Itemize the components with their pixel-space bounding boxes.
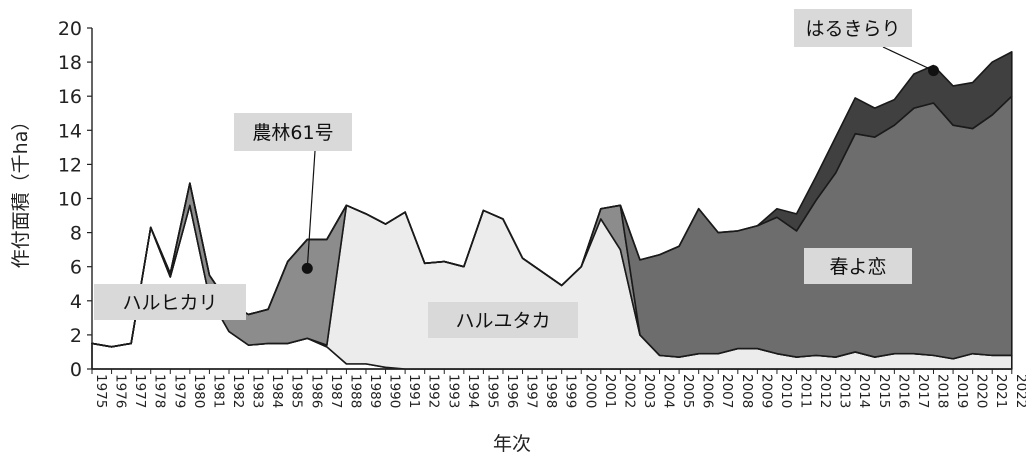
x-tick-label: 2006 [700,374,716,408]
label-haruyutaka: ハルユタカ [455,310,550,332]
y-tick-label: 14 [58,120,82,142]
x-tick-label: 2020 [974,374,990,408]
x-tick-label: 1990 [387,374,403,408]
y-tick-label: 4 [70,291,82,313]
x-tick-label: 1992 [426,374,442,408]
x-tick-label: 2005 [680,374,696,408]
x-tick-label: 1981 [210,374,226,408]
label-harukirari: はるきらり [805,18,900,40]
x-tick-label: 2011 [798,374,814,408]
x-tick-label: 1982 [230,374,246,408]
label-norin61-box [234,113,352,151]
x-tick-label: 1984 [269,374,285,408]
label-haruyokoi: 春よ恋 [829,256,886,278]
label-haruhikari-box [94,284,246,320]
x-tick-label: 1996 [504,374,520,408]
x-tick-label: 1986 [308,374,324,408]
x-tick-label: 1985 [289,374,305,408]
x-tick-label: 1978 [152,374,168,408]
x-tick-label: 2017 [915,374,931,408]
x-tick-label: 1993 [445,374,461,408]
x-tick-label: 1995 [484,374,500,408]
leader-line [306,150,316,269]
leader-dot [928,65,940,77]
x-tick-label: 2000 [582,374,598,408]
x-tick-label: 2001 [602,374,618,408]
x-tick-label: 1983 [250,374,266,408]
x-tick-label: 1976 [113,374,129,408]
x-tick-label: 2009 [758,374,774,408]
x-tick-label: 1998 [543,374,559,408]
label-harukirari-box [794,9,912,47]
x-tick-label: 2010 [778,374,794,408]
x-tick-label: 2015 [876,374,892,408]
x-tick-label: 1979 [171,374,187,408]
x-tick-label: 2021 [993,374,1009,408]
x-tick-label: 1999 [563,374,579,408]
x-tick-label: 1987 [328,374,344,408]
x-tick-label: 1977 [132,374,148,408]
area-series-5 [91,51,1013,348]
x-tick-label: 1980 [191,374,207,408]
x-tick-label: 2002 [621,374,637,408]
y-tick-label: 16 [58,86,82,108]
y-tick-label: 0 [70,359,82,381]
label-haruhikari: ハルヒカリ [122,292,217,314]
leader-line [882,46,934,72]
x-tick-label: 1994 [465,374,481,408]
areas-layer [91,51,1013,370]
x-tick-label: 2013 [837,374,853,408]
y-tick-label: 6 [70,257,82,279]
x-tick-label: 2008 [739,374,755,408]
y-tick-label: 18 [58,52,82,74]
y-tick-label: 20 [58,18,82,40]
x-tick-label: 1997 [524,374,540,408]
x-tick-label: 2012 [817,374,833,408]
x-tick-label: 1975 [93,374,109,408]
x-tick-label: 1989 [367,374,383,408]
x-axis-title: 年次 [493,433,531,455]
x-tick-label: 2018 [935,374,951,408]
label-haruyutaka-box [428,302,578,338]
label-haruyokoi-box [804,248,912,284]
y-tick-label: 12 [58,154,82,176]
x-tick-label: 2014 [856,374,872,408]
x-tick-label: 2022 [1013,374,1026,408]
x-tick-label: 2016 [895,374,911,408]
leader-dot [301,262,313,274]
x-tick-label: 2003 [641,374,657,408]
x-tick-label: 2007 [719,374,735,408]
y-axis-title: 作付面積（千ha） [10,112,32,269]
x-tick-label: 1988 [347,374,363,408]
x-tick-label: 2019 [954,374,970,408]
y-tick-label: 10 [58,189,82,211]
y-tick-label: 8 [70,223,82,245]
y-tick-label: 2 [70,325,82,347]
x-tick-label: 2004 [661,374,677,408]
label-norin61: 農林61号 [252,122,333,144]
x-tick-label: 1991 [406,374,422,408]
